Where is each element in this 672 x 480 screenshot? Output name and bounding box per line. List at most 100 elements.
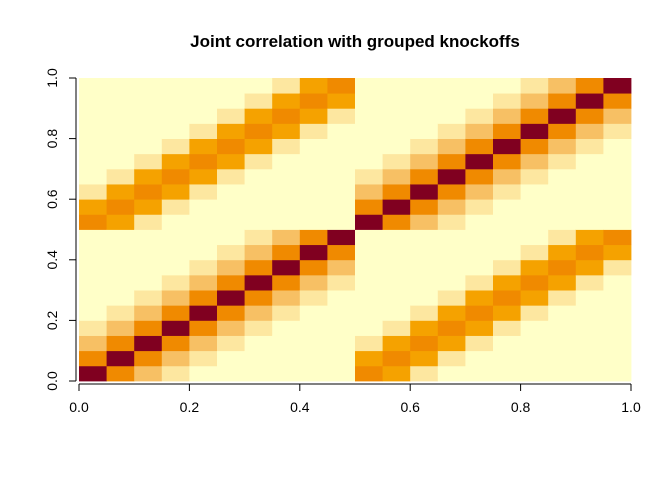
heatmap-cell — [410, 350, 439, 367]
x-tick-label: 0.6 — [400, 399, 420, 415]
heatmap-cell — [355, 138, 383, 155]
heatmap-cell — [161, 214, 190, 230]
heatmap-cell — [520, 168, 549, 185]
heatmap-cell — [79, 365, 107, 382]
heatmap-cell — [79, 305, 107, 321]
heatmap-cell — [437, 214, 466, 230]
heatmap-cell — [106, 108, 135, 124]
heatmap-cell — [382, 365, 411, 382]
heatmap-cell — [437, 350, 466, 367]
heatmap-cell — [299, 229, 328, 246]
heatmap-cell — [465, 199, 494, 215]
heatmap-cell — [161, 153, 190, 170]
heatmap-cell — [106, 259, 135, 276]
heatmap-cell — [217, 123, 245, 139]
heatmap-cell — [493, 290, 521, 306]
heatmap-cell — [134, 138, 163, 155]
heatmap-cell — [272, 168, 301, 185]
heatmap-cell — [189, 123, 218, 139]
heatmap-cell — [410, 229, 439, 246]
heatmap-cell — [299, 108, 328, 124]
heatmap-cell — [189, 305, 218, 321]
heatmap-cell — [548, 244, 577, 261]
heatmap-cell — [79, 244, 107, 261]
heatmap-cell — [493, 93, 521, 109]
heatmap-cell — [79, 199, 107, 215]
heatmap-cell — [79, 78, 107, 94]
heatmap-cell — [437, 244, 466, 261]
heatmap-cell — [299, 214, 328, 230]
heatmap-cell — [217, 320, 245, 336]
heatmap-cell — [327, 305, 356, 321]
heatmap-cell — [410, 214, 439, 230]
heatmap-cell — [134, 108, 163, 124]
heatmap-cell — [134, 335, 163, 352]
heatmap-cell — [79, 335, 107, 352]
heatmap-cell — [272, 214, 301, 230]
axes: 0.0 0.2 0.4 0.6 0.8 1.0 0.0 0.2 0.4 0.6 0.8 1.0 — [44, 68, 641, 415]
heatmap-cell — [465, 350, 494, 367]
heatmap-cell — [106, 168, 135, 185]
heatmap-cell — [272, 320, 301, 336]
heatmap-cell — [603, 78, 632, 94]
heatmap-cell — [244, 305, 273, 321]
heatmap-cell — [189, 365, 218, 382]
heatmap-cell — [548, 199, 577, 215]
heatmap-cell — [299, 93, 328, 109]
heatmap-cell — [382, 184, 411, 200]
heatmap-cell — [548, 259, 577, 276]
heatmap-cell — [161, 168, 190, 185]
heatmap-cell — [106, 290, 135, 306]
heatmap-cell — [520, 365, 549, 382]
heatmap-cell — [134, 229, 163, 246]
heatmap-cell — [79, 184, 107, 200]
heatmap-cell — [520, 244, 549, 261]
heatmap-cell — [134, 214, 163, 230]
heatmap-cell — [437, 138, 466, 155]
heatmap-cell — [410, 199, 439, 215]
heatmap-cell — [134, 123, 163, 139]
heatmap-cell — [327, 153, 356, 170]
heatmap-cell — [603, 274, 632, 291]
heatmap-cell — [355, 305, 383, 321]
heatmap-cell — [355, 320, 383, 336]
heatmap-cell — [382, 290, 411, 306]
heatmap-cell — [493, 350, 521, 367]
heatmap-cell — [189, 320, 218, 336]
heatmap-cell — [106, 214, 135, 230]
heatmap-cell — [520, 214, 549, 230]
heatmap-cell — [244, 153, 273, 170]
heatmap-cell — [299, 199, 328, 215]
heatmap-cell — [272, 184, 301, 200]
heatmap-cell — [548, 138, 577, 155]
heatmap-cell — [382, 305, 411, 321]
heatmap-cell — [79, 259, 107, 276]
heatmap-cell — [327, 138, 356, 155]
heatmap-cell — [189, 168, 218, 185]
heatmap-cell — [244, 168, 273, 185]
heatmap-cell — [603, 153, 632, 170]
heatmap-cell — [161, 350, 190, 367]
heatmap-cell — [575, 320, 604, 336]
heatmap-cell — [272, 244, 301, 261]
heatmap-cell — [382, 108, 411, 124]
heatmap-cell — [437, 365, 466, 382]
heatmap-cell — [327, 259, 356, 276]
heatmap-cell — [327, 123, 356, 139]
heatmap-cell — [520, 153, 549, 170]
heatmap-cell — [161, 199, 190, 215]
x-tick-label: 1.0 — [621, 399, 641, 415]
heatmap-cell — [299, 320, 328, 336]
heatmap-cell — [410, 274, 439, 291]
heatmap-cell — [272, 229, 301, 246]
heatmap-cell — [244, 138, 273, 155]
heatmap-cell — [603, 123, 632, 139]
heatmap-cell — [189, 259, 218, 276]
x-tick-label: 0.2 — [180, 399, 200, 415]
heatmap-cell — [189, 93, 218, 109]
heatmap-cell — [272, 274, 301, 291]
heatmap-cell — [244, 214, 273, 230]
heatmap-cell — [548, 229, 577, 246]
heatmap-cell — [106, 153, 135, 170]
heatmap-cell — [217, 350, 245, 367]
